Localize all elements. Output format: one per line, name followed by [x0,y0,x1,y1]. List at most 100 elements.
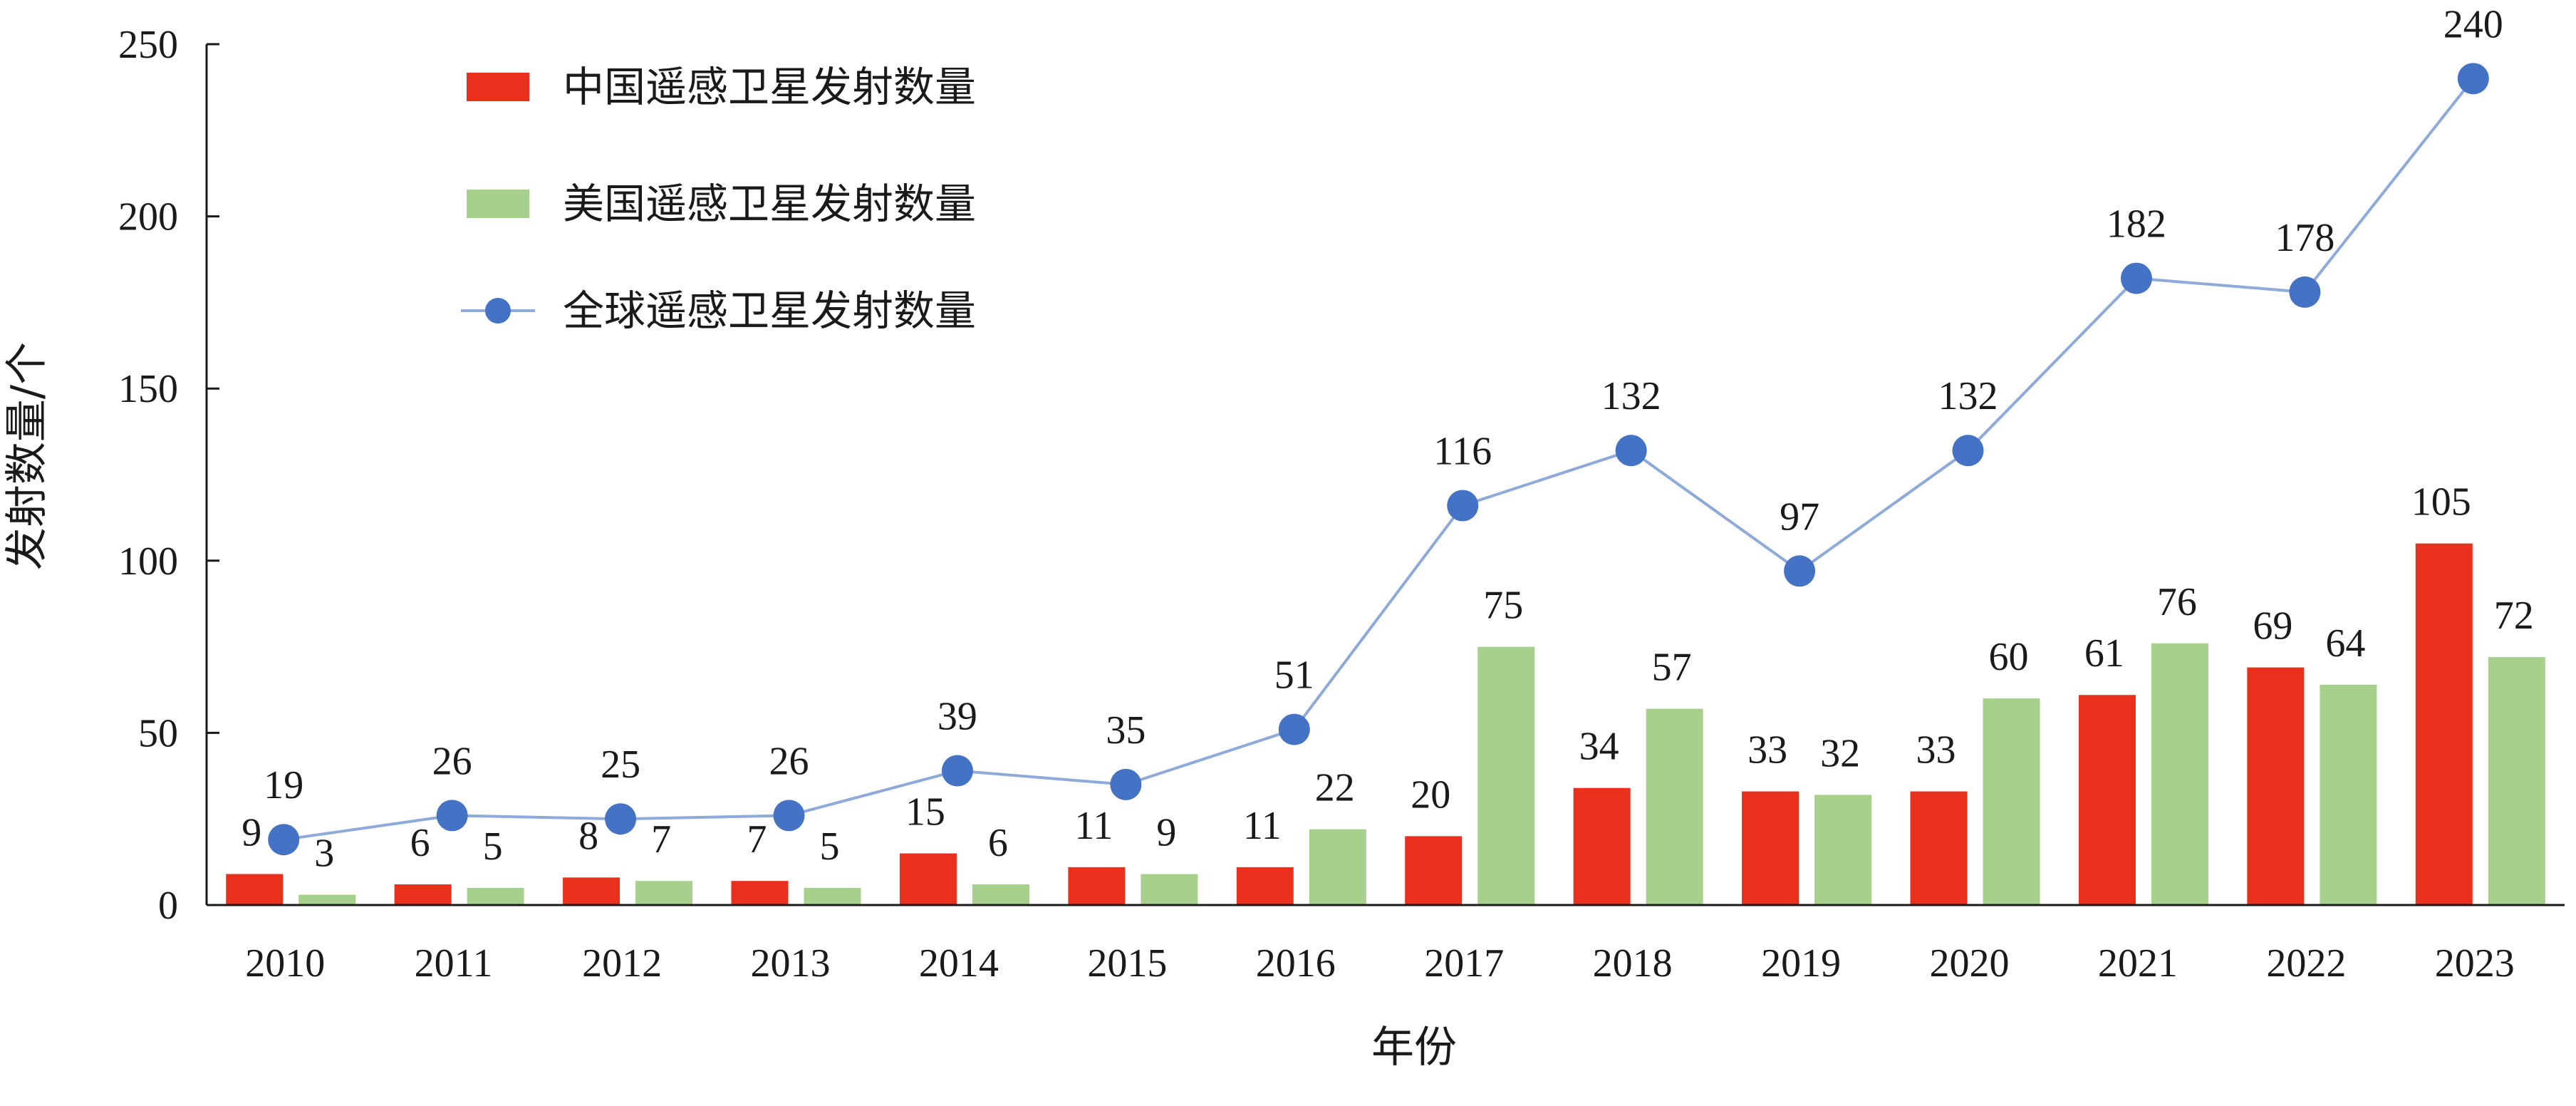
data-label-global-2012: 25 [601,743,640,787]
data-label-usa-2011: 5 [483,825,503,869]
bar-china-2018 [1573,787,1631,905]
point-global-2013 [773,800,805,832]
bar-china-2011 [394,884,452,905]
bar-usa-2019 [1814,795,1872,905]
data-label-usa-2020: 60 [1989,635,2029,679]
x-tick-label-2010: 2010 [245,941,325,986]
data-label-china-2010: 9 [242,811,261,855]
x-tick-label-2021: 2021 [2098,941,2178,986]
x-tick-label-2023: 2023 [2435,941,2515,986]
data-label-usa-2017: 75 [1483,584,1523,628]
x-tick-label-2020: 2020 [1930,941,2010,986]
y-axis: 0 50 100 150 200 250 [118,23,219,928]
data-label-china-2013: 7 [747,817,767,862]
legend-label-usa: 美国遥感卫星发射数量 [563,180,976,228]
legend-swatch-usa [467,190,529,218]
data-label-global-2020: 132 [1938,374,1998,418]
point-global-2014 [941,755,973,787]
x-tick-label-2018: 2018 [1593,941,1673,986]
x-tick-label-2012: 2012 [582,941,662,986]
data-label-global-2013: 26 [769,739,809,783]
bar-usa-2020 [1983,698,2040,905]
data-label-china-2018: 34 [1579,725,1619,769]
x-tick-label-2022: 2022 [2266,941,2346,986]
data-label-usa-2022: 64 [2325,621,2365,666]
bar-usa-2014 [972,884,1029,905]
legend-label-global: 全球遥感卫星发射数量 [563,286,976,335]
bar-usa-2015 [1141,874,1198,905]
bar-usa-2011 [467,887,524,905]
y-tick-label-150: 150 [118,367,178,411]
point-global-2021 [2120,262,2152,294]
point-global-2012 [605,803,637,835]
bar-usa-2012 [635,881,693,905]
point-global-2010 [268,824,300,856]
line-global [283,78,2475,842]
x-tick-label-2016: 2016 [1256,941,1336,986]
bar-china-2012 [563,877,620,905]
data-label-usa-2012: 7 [651,817,671,862]
x-tick-label-2017: 2017 [1424,941,1504,986]
data-label-global-2017: 116 [1433,429,1492,473]
data-label-global-2011: 26 [432,739,472,783]
legend-swatch-china [467,73,529,101]
data-label-usa-2018: 57 [1652,646,1692,690]
bar-china-2010 [226,874,284,905]
bar-usa-2010 [298,894,356,905]
y-tick-label-250: 250 [118,23,178,67]
bar-china-2016 [1236,867,1294,905]
legend-marker-global [485,298,511,324]
y-tick-label-200: 200 [118,195,178,239]
data-label-china-2011: 6 [410,821,430,865]
data-label-usa-2013: 5 [820,825,840,869]
data-label-global-2014: 39 [938,695,977,739]
point-global-2019 [1784,555,1816,587]
x-tick-label-2019: 2019 [1761,941,1841,986]
point-global-2018 [1615,435,1647,467]
plot-area [226,63,2545,905]
point-global-2017 [1447,490,1479,522]
bar-usa-2013 [804,887,861,905]
data-label-china-2017: 20 [1411,772,1450,817]
bar-usa-2016 [1309,829,1366,905]
point-global-2022 [2289,276,2321,308]
y-tick-label-50: 50 [138,711,178,755]
data-label-china-2021: 61 [2084,631,2124,676]
y-axis-title: 发射数量/个 [2,342,52,570]
data-label-global-2023: 240 [2443,2,2503,46]
data-label-china-2016: 11 [1243,804,1282,848]
bar-china-2017 [1405,836,1463,905]
data-label-china-2015: 11 [1074,804,1113,848]
x-tick-label-2015: 2015 [1087,941,1167,986]
bar-usa-2018 [1646,708,1703,905]
data-label-usa-2019: 32 [1820,731,1860,775]
x-tick-label-2011: 2011 [415,941,493,986]
bar-usa-2021 [2151,643,2208,905]
x-axis-title: 年份 [1371,1023,1457,1073]
data-label-global-2021: 182 [2107,202,2166,247]
data-label-usa-2014: 6 [988,821,1008,865]
point-global-2011 [436,800,468,832]
point-global-2023 [2457,63,2489,95]
data-label-usa-2015: 9 [1156,811,1176,855]
x-axis: 2010 2011 2012 2013 2014 2015 2016 2017 2018 2019… [207,904,2565,986]
data-label-global-2022: 178 [2275,216,2334,260]
data-label-china-2014: 15 [905,790,945,834]
data-label-global-2010: 19 [264,763,303,807]
point-global-2020 [1952,435,1984,467]
bar-usa-2023 [2488,657,2545,905]
bar-usa-2022 [2320,684,2377,905]
data-label-global-2019: 97 [1780,495,1819,539]
point-global-2016 [1278,713,1310,745]
data-label-china-2019: 33 [1747,728,1787,772]
y-tick-label-0: 0 [158,884,178,928]
data-label-china-2023: 105 [2411,480,2471,524]
data-label-usa-2010: 3 [314,832,334,876]
data-label-global-2016: 51 [1274,653,1314,698]
bar-china-2021 [2078,695,2136,905]
data-label-usa-2016: 22 [1315,766,1355,810]
data-label-global-2015: 35 [1106,708,1146,753]
y-tick-label-100: 100 [118,539,178,584]
